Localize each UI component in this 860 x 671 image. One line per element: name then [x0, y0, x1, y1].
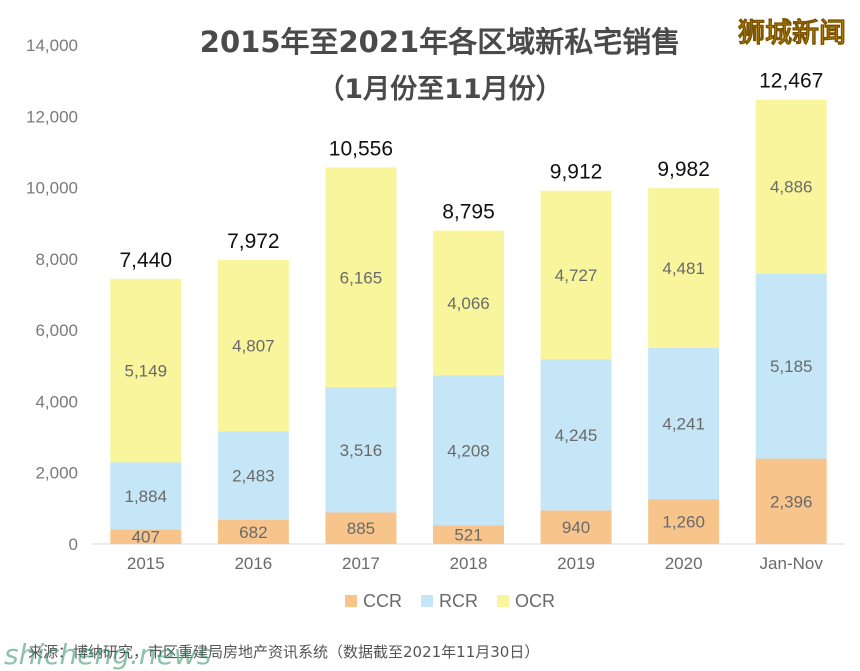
- segment-value-label: 6,165: [340, 268, 383, 287]
- bar-segment-ccr: [648, 499, 720, 544]
- segment-value-label: 4,481: [662, 259, 705, 278]
- segment-value-label: 5,149: [125, 362, 168, 381]
- bar-segment-ccr: [433, 525, 504, 544]
- bar-segment-rcr: [217, 431, 289, 520]
- segment-value-label: 5,185: [770, 357, 813, 376]
- segment-value-label: 4,208: [447, 441, 490, 460]
- total-value-label: 7,972: [227, 230, 280, 253]
- bar-segment-ccr: [110, 529, 182, 544]
- bar-segment-ocr: [755, 99, 827, 274]
- bars-group: [110, 99, 827, 544]
- legend-swatch-ccr: [345, 595, 357, 607]
- bar-segment-rcr: [648, 347, 720, 500]
- total-value-label: 10,556: [329, 137, 393, 160]
- bar-segment-ccr: [325, 512, 397, 544]
- x-tick-label: 2015: [127, 554, 165, 573]
- segment-value-label: 407: [132, 528, 160, 547]
- segment-labels-group: 407 1,884 5,149 682 2,483 4,807 885 3,516 6,165 5…: [125, 178, 813, 547]
- legend-swatch-ocr: [497, 595, 509, 607]
- y-tick-label: 10,000: [26, 179, 78, 198]
- x-tick-label: 2020: [665, 554, 703, 573]
- segment-value-label: 2,483: [232, 466, 275, 485]
- segment-value-label: 3,516: [340, 441, 383, 460]
- bar-segment-rcr: [325, 387, 397, 513]
- logo: 狮城新闻: [738, 17, 846, 49]
- bar-segment-rcr: [433, 375, 504, 526]
- total-labels-group: 7,440 7,972 10,556 8,795 9,912 9,982 12,467: [120, 70, 824, 272]
- y-tick-label: 8,000: [35, 250, 78, 269]
- bar-segment-ocr: [648, 188, 720, 348]
- x-axis-ticks: 2015 2016 2017 2018 2019 2020 Jan-Nov: [127, 554, 823, 573]
- legend: CCR RCR OCR: [345, 591, 555, 611]
- x-tick-label: Jan-Nov: [760, 554, 824, 573]
- y-axis-ticks: 0 2,000 4,000 6,000 8,000 10,000 12,000 14,000: [26, 36, 78, 554]
- total-value-label: 7,440: [120, 249, 173, 272]
- x-tick-label: 2017: [342, 554, 380, 573]
- bar-segment-ocr: [433, 230, 504, 376]
- segment-value-label: 1,884: [125, 487, 168, 506]
- chart-subtitle: （1月份至11月份）: [317, 74, 562, 105]
- total-value-label: 9,912: [550, 161, 603, 184]
- segment-value-label: 4,245: [555, 426, 598, 445]
- legend-label-rcr: RCR: [439, 591, 478, 611]
- y-tick-label: 6,000: [35, 321, 78, 340]
- bar-segment-rcr: [540, 359, 612, 511]
- y-tick-label: 0: [69, 535, 78, 554]
- segment-value-label: 4,807: [232, 337, 275, 356]
- chart-title: 2015年至2021年各区域新私宅销售: [200, 25, 680, 59]
- legend-label-ccr: CCR: [363, 591, 402, 611]
- segment-value-label: 4,886: [770, 178, 813, 197]
- total-value-label: 12,467: [759, 70, 823, 93]
- segment-value-label: 2,396: [770, 492, 813, 511]
- y-tick-label: 2,000: [35, 464, 78, 483]
- bar-segment-ccr: [755, 458, 827, 544]
- bar-segment-ccr: [217, 519, 289, 544]
- segment-value-label: 4,066: [447, 294, 490, 313]
- segment-value-label: 4,727: [555, 266, 598, 285]
- segment-value-label: 885: [347, 519, 375, 538]
- total-value-label: 9,982: [657, 158, 710, 181]
- total-value-label: 8,795: [442, 201, 495, 224]
- x-tick-label: 2016: [234, 554, 272, 573]
- bar-segment-ocr: [110, 278, 182, 463]
- source-note: 来源：博纳研究，市区重建局房地产资讯系统（数据截至2021年11月30日）: [28, 643, 539, 661]
- bar-segment-rcr: [110, 462, 182, 530]
- segment-value-label: 940: [562, 518, 590, 537]
- bar-segment-rcr: [755, 273, 827, 459]
- segment-value-label: 4,241: [662, 415, 705, 434]
- bar-segment-ccr: [540, 510, 612, 544]
- y-tick-label: 4,000: [35, 392, 78, 411]
- x-tick-label: 2018: [450, 554, 488, 573]
- y-tick-label: 14,000: [26, 36, 78, 55]
- segment-value-label: 682: [239, 523, 267, 542]
- legend-label-ocr: OCR: [515, 591, 555, 611]
- legend-swatch-rcr: [421, 595, 433, 607]
- segment-value-label: 521: [454, 526, 482, 545]
- segment-value-label: 1,260: [662, 513, 705, 532]
- y-tick-label: 12,000: [26, 107, 78, 126]
- x-tick-label: 2019: [557, 554, 595, 573]
- watermark: shicheng.news: [4, 638, 211, 671]
- bar-segment-ocr: [540, 190, 612, 360]
- bar-segment-ocr: [325, 167, 397, 388]
- bar-segment-ocr: [217, 259, 289, 432]
